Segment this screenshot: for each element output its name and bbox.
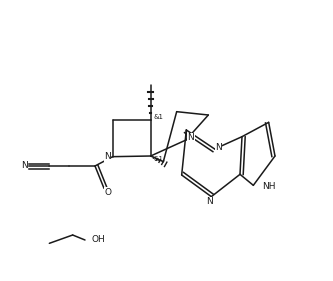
Text: NH: NH xyxy=(262,182,276,191)
Text: N: N xyxy=(104,152,111,161)
Text: O: O xyxy=(105,188,112,197)
Text: N: N xyxy=(215,142,222,151)
Text: N: N xyxy=(21,162,28,171)
Text: &1: &1 xyxy=(154,114,164,120)
Text: &1: &1 xyxy=(154,156,164,162)
Text: OH: OH xyxy=(91,235,105,244)
Text: N: N xyxy=(206,197,213,206)
Text: N: N xyxy=(187,133,194,142)
